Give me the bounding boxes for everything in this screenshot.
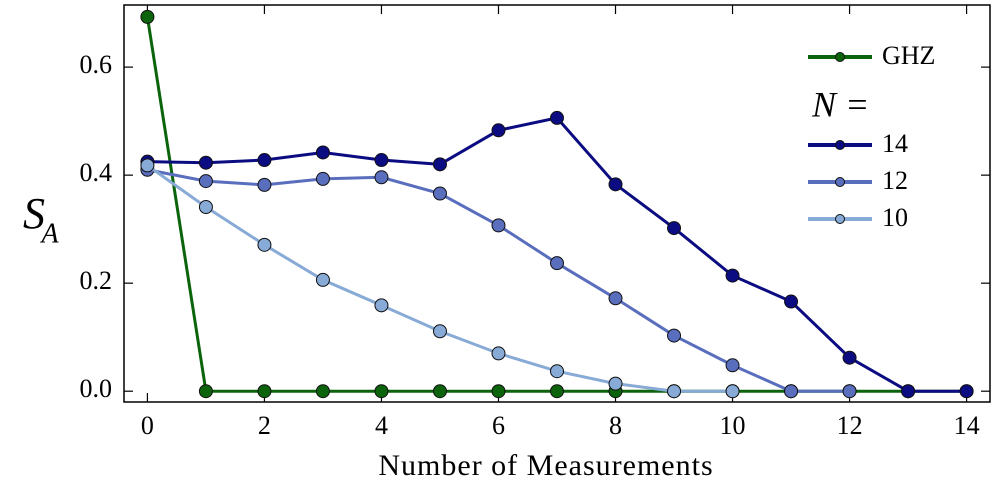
x-tick-label: 6 — [492, 411, 505, 440]
x-tick-label: 10 — [720, 411, 746, 440]
data-point — [374, 298, 389, 313]
data-point — [315, 384, 330, 399]
data-point — [198, 174, 213, 189]
legend-marker — [835, 214, 845, 224]
y-axis-label: S — [23, 189, 45, 238]
series-line — [145, 16, 967, 393]
data-point — [491, 123, 506, 138]
data-point — [432, 186, 447, 201]
data-point — [667, 221, 682, 236]
x-axis-label: Number of Measurements — [378, 449, 713, 482]
y-tick-label: 0.2 — [80, 266, 113, 295]
data-point — [257, 384, 272, 399]
data-point — [374, 153, 389, 168]
data-point — [198, 200, 213, 215]
data-point — [257, 153, 272, 168]
data-point — [491, 218, 506, 233]
data-point — [550, 384, 564, 399]
y-tick-label: 0.6 — [80, 50, 113, 79]
legend-marker — [835, 177, 845, 187]
data-point — [667, 384, 682, 399]
x-tick-label: 12 — [837, 411, 863, 440]
x-tick-label: 0 — [141, 411, 154, 440]
data-point — [842, 384, 857, 399]
data-point — [550, 364, 564, 379]
data-point — [491, 384, 506, 399]
data-point — [725, 268, 740, 283]
x-tick-label: 4 — [375, 411, 388, 440]
y-tick-label: 0.4 — [80, 158, 113, 187]
data-point — [608, 291, 623, 306]
data-point — [315, 145, 330, 160]
data-point — [784, 294, 799, 309]
data-point — [725, 358, 740, 373]
data-point — [315, 171, 330, 186]
data-point — [901, 384, 916, 399]
legend-marker — [835, 140, 845, 150]
data-point — [432, 384, 447, 399]
legend-marker — [835, 52, 845, 62]
legend-label: GHZ — [882, 41, 935, 70]
data-point — [667, 328, 682, 343]
data-point — [550, 256, 564, 271]
data-point — [198, 155, 213, 170]
plot-frame — [123, 4, 991, 403]
data-point — [784, 384, 799, 399]
data-point — [315, 272, 330, 287]
legend-label: 14 — [882, 129, 908, 158]
data-point — [140, 158, 155, 173]
data-point — [959, 384, 974, 399]
data-point — [198, 384, 213, 399]
y-tick-label: 0.0 — [80, 374, 113, 403]
x-tick-label: 14 — [954, 411, 980, 440]
x-tick-label: 8 — [609, 411, 622, 440]
data-point — [432, 324, 447, 339]
legend-label: 10 — [882, 203, 908, 232]
y-axis-label-sub: A — [39, 218, 59, 249]
legend-label: 12 — [882, 166, 908, 195]
legend-title: N = — [811, 84, 869, 124]
data-point — [140, 9, 155, 24]
data-point — [608, 177, 623, 192]
data-point — [257, 177, 272, 192]
data-point — [842, 350, 857, 365]
data-point — [608, 376, 623, 391]
data-point — [491, 346, 506, 361]
data-point — [550, 110, 564, 125]
data-point — [374, 170, 389, 185]
data-point — [725, 384, 740, 399]
data-point — [432, 157, 447, 172]
data-point — [257, 237, 272, 252]
x-tick-label: 2 — [258, 411, 271, 440]
data-point — [374, 384, 389, 399]
